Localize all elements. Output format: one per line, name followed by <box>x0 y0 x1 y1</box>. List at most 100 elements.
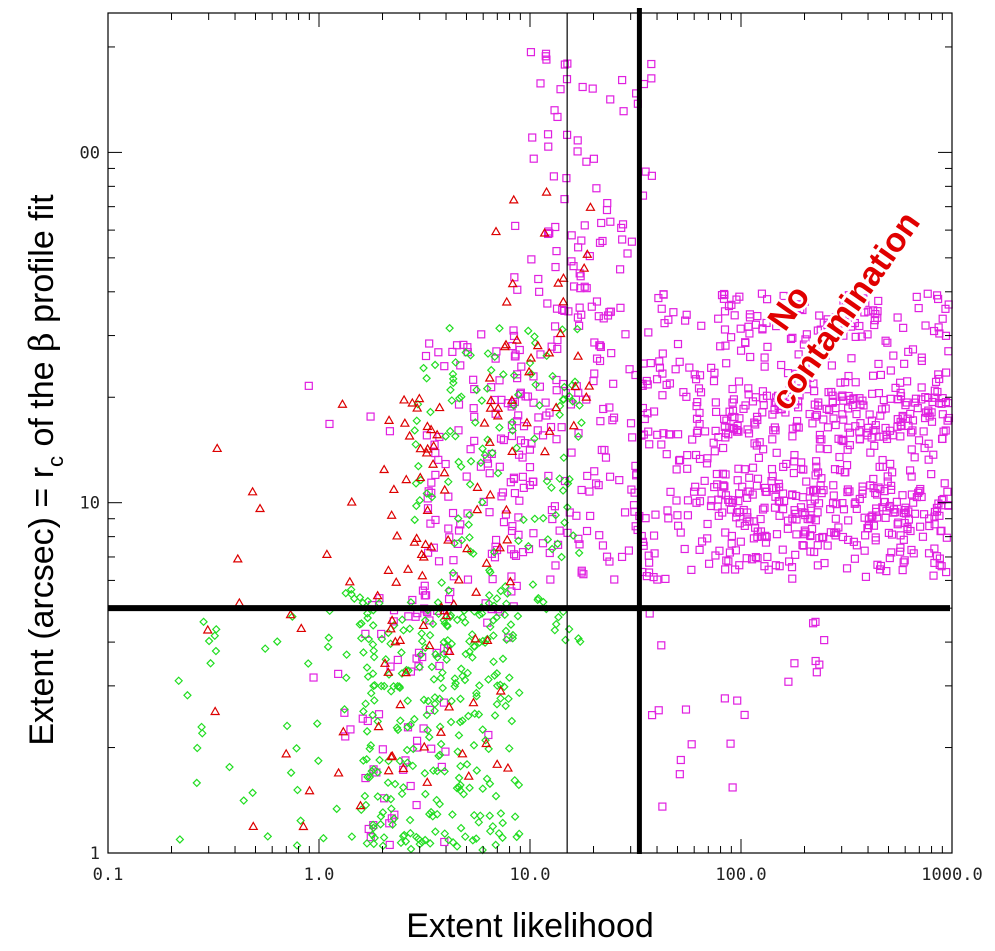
square-point <box>805 514 814 524</box>
y-axis-title-part-1: Extent (arcsec) = r <box>23 467 61 746</box>
diamond-point <box>369 652 379 662</box>
square-point <box>711 426 720 435</box>
square-point <box>663 506 672 515</box>
square-point <box>760 503 769 512</box>
diamond-point <box>488 822 498 831</box>
triangle-point <box>372 590 383 600</box>
triangle-point <box>407 397 418 407</box>
square-point <box>674 521 683 530</box>
square-point <box>812 668 821 677</box>
square-point <box>421 591 431 600</box>
square-point <box>544 142 553 151</box>
square-point <box>850 499 859 508</box>
square-point <box>751 393 760 402</box>
diamond-point <box>417 636 427 646</box>
diamond-point <box>472 385 481 395</box>
triangle-point <box>424 640 435 650</box>
square-point <box>820 558 829 568</box>
square-point <box>784 677 793 686</box>
diamond-point <box>425 809 434 819</box>
triangle-point <box>321 549 332 558</box>
square-point <box>808 419 817 428</box>
square-point <box>578 82 587 92</box>
square-point <box>896 378 905 387</box>
square-point <box>439 698 449 707</box>
square-point <box>712 407 721 417</box>
diamond-point <box>460 832 470 841</box>
square-point <box>358 714 367 723</box>
square-point <box>813 326 822 335</box>
square-point <box>910 453 919 462</box>
diamond-point <box>555 410 564 420</box>
triangle-point <box>506 395 517 404</box>
square-point <box>431 470 440 480</box>
diamond-point <box>466 350 475 360</box>
square-point <box>721 565 730 574</box>
diamond-point <box>464 520 474 530</box>
diamond-point <box>490 352 500 362</box>
square-point <box>772 322 781 331</box>
triangle-point <box>441 610 452 620</box>
square-point <box>814 499 824 508</box>
square-point <box>646 358 655 368</box>
square-point <box>839 505 849 514</box>
triangle-point <box>444 701 455 711</box>
square-point <box>709 377 719 386</box>
diamond-point <box>523 326 533 336</box>
diamond-point <box>239 796 249 805</box>
square-point <box>935 374 944 384</box>
square-point <box>728 384 737 394</box>
diamond-point <box>370 680 380 690</box>
square-point <box>753 554 762 563</box>
triangle-point <box>558 273 569 282</box>
square-point <box>364 824 373 834</box>
square-point <box>714 314 723 323</box>
square-point <box>573 147 582 156</box>
triangle-point <box>481 738 492 748</box>
square-point <box>841 298 850 307</box>
diamond-point <box>468 653 477 662</box>
square-point <box>427 488 436 497</box>
diamond-point <box>482 384 492 393</box>
square-point <box>806 499 815 508</box>
diamond-point <box>466 456 476 466</box>
square-point <box>733 421 742 431</box>
square-point <box>495 376 504 385</box>
square-point <box>900 359 909 368</box>
diamond-point <box>363 772 372 782</box>
square-point <box>541 52 550 61</box>
diamond-point <box>369 839 379 849</box>
diamond-point <box>422 373 431 383</box>
reference-lines <box>108 8 950 854</box>
triangle-point <box>202 624 213 634</box>
diamond-point <box>558 486 568 495</box>
square-point <box>673 430 683 439</box>
diamond-point <box>472 766 482 775</box>
square-point <box>778 311 788 320</box>
square-point <box>518 548 528 557</box>
square-point <box>547 505 556 515</box>
diamond-point <box>508 630 518 640</box>
square-point <box>839 415 848 424</box>
square-point <box>802 477 811 486</box>
square-point <box>887 530 897 539</box>
square-point <box>509 331 519 341</box>
square-point <box>883 472 892 481</box>
triangle-point <box>468 697 479 707</box>
square-point <box>589 154 599 163</box>
square-point <box>733 696 742 705</box>
diamond-point <box>472 688 481 698</box>
square-point <box>575 321 584 330</box>
diamond-point <box>199 617 208 627</box>
square-point <box>907 472 916 481</box>
square-point <box>762 487 771 497</box>
square-point <box>525 463 535 472</box>
square-point <box>497 395 506 404</box>
square-point <box>515 496 524 505</box>
square-point <box>728 783 737 792</box>
square-point <box>937 526 946 535</box>
triangle-point <box>499 341 510 351</box>
triangle-point <box>551 402 562 412</box>
diamond-point <box>389 620 399 630</box>
triangle-point <box>379 464 390 474</box>
